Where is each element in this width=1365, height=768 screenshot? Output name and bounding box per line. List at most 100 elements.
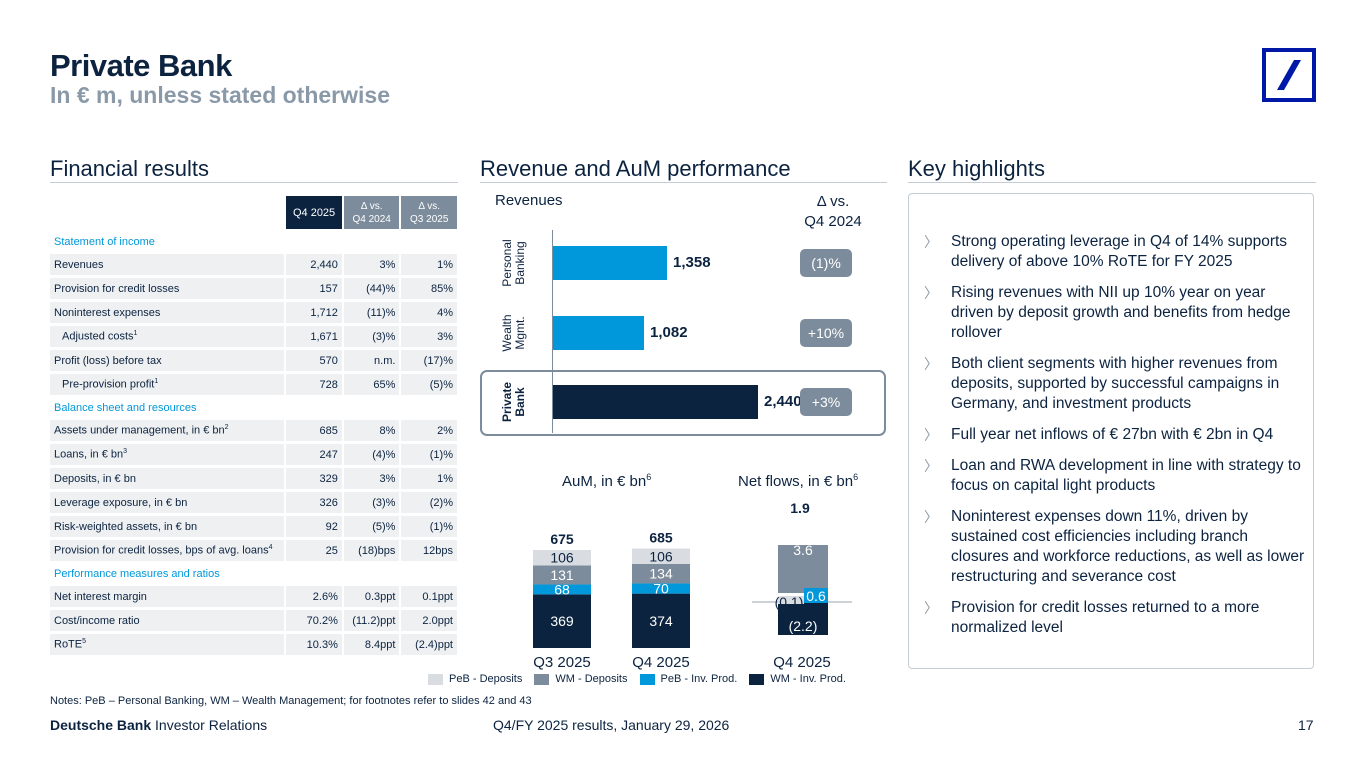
row-value: 1,671 [284,326,342,347]
row-label-text: Net interest margin [54,590,147,603]
footnote-marker: 4 [268,544,273,552]
row-value: 92 [284,516,342,537]
row-value: (1)% [399,516,457,537]
netflows-seg-wm-inv [778,602,828,635]
divider [50,182,458,183]
aum-seg-label: 134 [649,566,673,582]
chevron-right-icon: 〉 [924,285,938,301]
netflows-seg-peb-inv [804,588,828,603]
row-value: (1)% [399,444,457,465]
legend-swatch [534,673,550,685]
legend-label: WM - Deposits [555,673,628,685]
netflows-seg-wm-dep [778,545,828,593]
highlight-text: Strong operating leverage in Q4 of 14% s… [951,233,1288,270]
row-value: (17)% [399,350,457,371]
segment-label-line: Private [500,381,514,423]
revenue-bar-value: 2,440 [764,393,802,410]
chevron-right-icon: 〉 [924,509,938,525]
revenue-bar-wealth-mgmt [553,316,644,350]
row-value: 70.2% [284,610,342,631]
row-value: 2.6% [284,586,342,607]
highlight-text: Loan and RWA development in line with st… [951,457,1301,494]
divider [480,182,887,183]
footnotes: Notes: PeB – Personal Banking, WM – Weal… [50,695,532,707]
segment-label-wealth-mgmt: Wealth Mgmt. [500,303,529,363]
revenue-bar-personal-banking [553,246,667,280]
divider [908,182,1316,183]
aum-seg-label: 68 [554,581,570,597]
legend-item: WM - Inv. Prod. [749,673,846,685]
revenue-axis [552,230,553,433]
revenues-label: Revenues [495,192,563,209]
chevron-right-icon: 〉 [924,458,938,474]
segment-label-line: Wealth [500,314,514,352]
row-label: Risk-weighted assets, in € bn [50,516,285,537]
row-value: (4)% [341,444,400,465]
netflows-chart-title: Net flows, in € bn6 [738,472,858,490]
legend-item: PeB - Deposits [428,673,522,685]
delta-header-line1: Δ vs. [816,193,850,210]
row-value: 8% [341,420,400,441]
aum-seg-wm-dep [632,563,690,584]
highlight-item: 〉 Noninterest expenses down 11%, driven b… [909,507,1309,587]
col-header-vs-q4-2024: Δ vs. Q4 2024 [341,196,400,229]
netflows-title-sup: 6 [853,472,858,482]
segment-label-private-bank: Private Bank [500,372,529,432]
aum-x-label: Q4 2025 [632,654,690,671]
aum-seg-label: 369 [550,613,574,629]
highlight-text: Full year net inflows of € 27bn with € 2… [951,426,1274,443]
row-value: 570 [284,350,342,371]
table-row: RoTE5 10.3% 8.4ppt (2.4)ppt [50,634,457,655]
legend-item: WM - Deposits [534,673,628,685]
row-value: 157 [284,278,342,299]
legend-swatch [749,673,765,685]
row-value: 1,712 [284,302,342,323]
deutsche-bank-logo [1262,48,1316,102]
row-value: (5)% [341,516,400,537]
row-label-text: Adjusted costs [62,330,134,343]
table-row: Provision for credit losses 157 (44)% 85% [50,278,457,299]
logo-slash-icon [1277,60,1301,90]
row-label-text: Deposits, in € bn [54,472,136,485]
table-row: Assets under management, in € bn2 685 8% 2% [50,420,457,441]
highlight-item: 〉 Strong operating leverage in Q4 of 14% … [909,232,1309,272]
aum-title-sup: 6 [646,472,651,482]
legend-label: WM - Inv. Prod. [770,673,846,685]
highlight-text: Rising revenues with NII up 10% year on … [951,284,1291,341]
row-value: 685 [284,420,342,441]
chevron-right-icon: 〉 [924,234,938,250]
row-label-text: Assets under management, in € bn [54,424,225,437]
row-value: 25 [284,540,342,561]
segment-label-line: Personal [500,239,514,287]
row-label: Deposits, in € bn [50,468,285,489]
row-value: (11.2)ppt [341,610,400,631]
chevron-right-icon: 〉 [924,356,938,372]
row-value: (2)% [399,492,457,513]
segment-label-personal-banking: Personal Banking [500,233,529,293]
highlight-item: 〉 Loan and RWA development in line with s… [909,456,1309,496]
highlight-text: Noninterest expenses down 11%, driven by… [951,508,1305,585]
footer-event: Q4/FY 2025 results, January 29, 2026 [493,717,730,733]
section-financial-results: Financial results [50,156,209,181]
legend-label: PeB - Inv. Prod. [660,673,738,685]
netflows-seg-peb-dep [778,596,804,604]
section-label: Performance measures and ratios [54,567,220,580]
row-value: 65% [341,374,400,395]
table-row: Noninterest expenses 1,712 (11)% 4% [50,302,457,323]
section-revenue-aum: Revenue and AuM performance [480,156,791,181]
footnote-marker: 1 [133,330,138,338]
row-value: 0.3ppt [341,586,400,607]
highlight-item: 〉 Both client segments with higher revenu… [909,354,1309,414]
legend-swatch [428,673,443,685]
aum-seg-peb-dep [533,550,591,566]
section-row-performance: Performance measures and ratios [50,564,457,583]
netflows-label-wm-inv: (2.2) [789,618,818,634]
delta-pill: +3% [800,388,852,416]
table-row: Deposits, in € bn 329 3% 1% [50,468,457,489]
row-value: 2% [399,420,457,441]
row-value: 3% [341,254,400,275]
row-label-text: Risk-weighted assets, in € bn [54,520,198,533]
table-row: Loans, in € bn3 247 (4)% (1)% [50,444,457,465]
chevron-right-icon: 〉 [924,600,938,616]
